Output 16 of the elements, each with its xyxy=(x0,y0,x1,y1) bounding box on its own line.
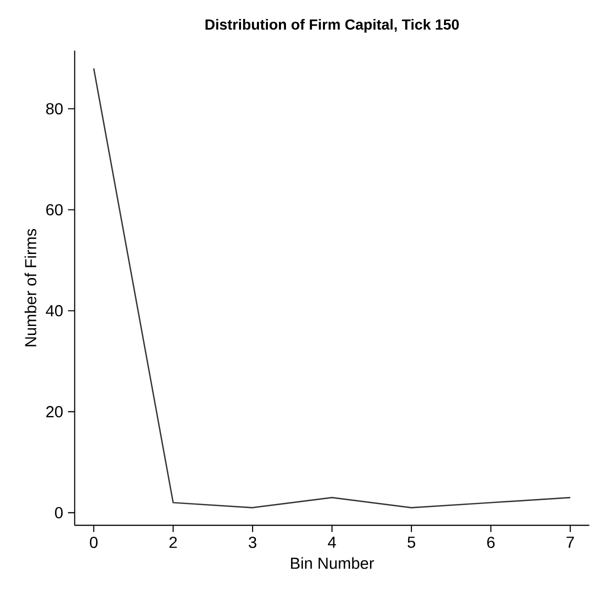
x-tick-label: 5 xyxy=(408,536,416,548)
y-tick-label: 0 xyxy=(55,507,63,518)
chart-title: Distribution of Firm Capital, Tick 150 xyxy=(206,18,459,33)
y-tick-label: 60 xyxy=(46,204,63,216)
x-tick-label: 0 xyxy=(90,536,98,548)
x-axis-title: Bin Number xyxy=(291,557,374,569)
x-tick-label: 7 xyxy=(566,536,574,548)
y-tick-label: 40 xyxy=(46,305,63,316)
x-tick-label: 2 xyxy=(170,536,177,548)
line-series xyxy=(93,68,571,508)
x-tick-label: 4 xyxy=(328,536,336,548)
y-axis-title: Number of Firms xyxy=(24,229,36,346)
y-tick-label: 20 xyxy=(46,406,63,418)
y-tick-label: 80 xyxy=(46,103,63,114)
x-tick-label: 6 xyxy=(487,536,495,548)
x-tick-label: 3 xyxy=(248,536,256,548)
